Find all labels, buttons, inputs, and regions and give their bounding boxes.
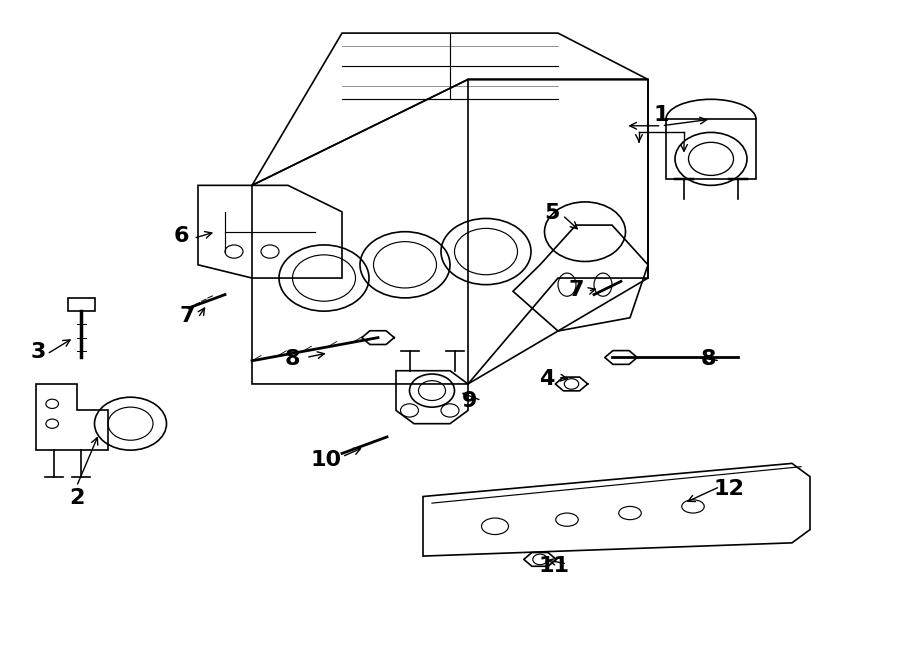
Text: 8: 8 — [284, 349, 301, 369]
Text: 7: 7 — [568, 280, 584, 300]
Text: 6: 6 — [174, 226, 190, 246]
Text: 7: 7 — [179, 307, 195, 326]
FancyBboxPatch shape — [68, 298, 94, 311]
Text: 4: 4 — [539, 369, 555, 389]
Text: 10: 10 — [310, 450, 341, 470]
Text: 1: 1 — [653, 105, 670, 124]
Text: 8: 8 — [700, 349, 716, 369]
Text: 12: 12 — [714, 479, 744, 498]
Text: 9: 9 — [462, 391, 478, 410]
Text: 3: 3 — [30, 342, 46, 362]
Text: 5: 5 — [544, 203, 560, 223]
Text: 2: 2 — [68, 488, 85, 508]
Text: 11: 11 — [539, 556, 570, 576]
